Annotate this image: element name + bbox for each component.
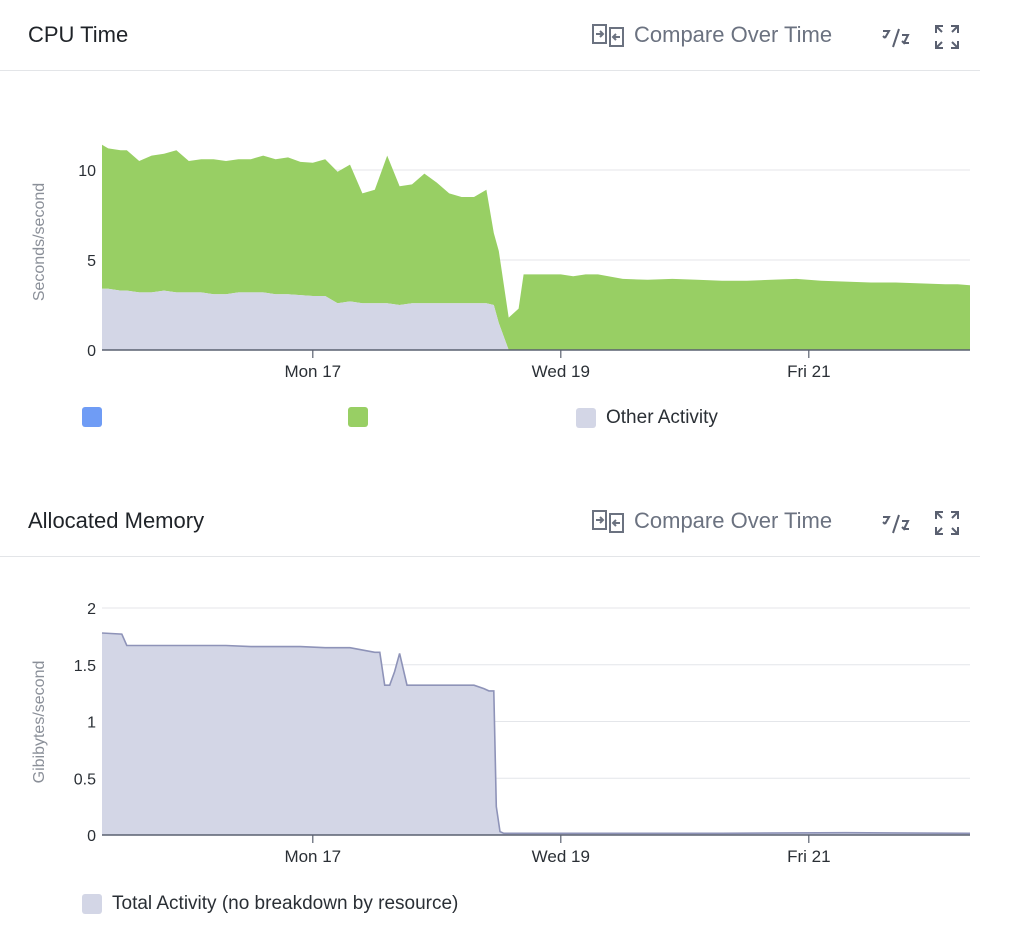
legend-swatch xyxy=(348,407,368,427)
x-tick-label: Mon 17 xyxy=(284,362,341,381)
expand-icon[interactable] xyxy=(934,24,960,50)
legend: Total Activity (no breakdown by resource… xyxy=(0,891,1024,921)
allocated-memory-chart: 0 0.5 1 1.5 2 Mon 17 Wed 19 Fri 21 Gibibytes/se… xyxy=(31,601,971,866)
x-tick-label: Mon 17 xyxy=(284,847,341,866)
legend-item[interactable]: Total Activity (no breakdown by resource… xyxy=(82,893,458,915)
legend-swatch xyxy=(576,408,596,428)
y-axis-label: Seconds/second xyxy=(31,183,48,301)
cpu-time-chart: 0 5 10 Mon 17 Wed 19 Fri 21 Seconds/second xyxy=(31,144,970,381)
area-series-unnamed xyxy=(102,144,970,350)
y-axis-label: Gibibytes/second xyxy=(31,661,48,784)
legend-item[interactable] xyxy=(82,407,112,427)
x-tick-label: Fri 21 xyxy=(787,847,830,866)
compare-over-time-label: Compare Over Time xyxy=(634,508,833,533)
panel-title: CPU Time xyxy=(28,22,129,47)
area-series-total-activity-no-breakdown-by-resource xyxy=(102,633,970,835)
x-tick-label: Wed 19 xyxy=(532,847,590,866)
y-tick-label: 0 xyxy=(87,343,96,360)
legend-label: Total Activity (no breakdown by resource… xyxy=(112,893,459,914)
y-tick-label: 2 xyxy=(87,601,96,618)
legend-item[interactable] xyxy=(348,407,378,427)
panel-header: Allocated Memory Compare Over Time xyxy=(0,486,980,557)
legend: Other Activity xyxy=(0,405,1024,435)
split-icon[interactable] xyxy=(880,512,912,536)
compare-over-time-button[interactable]: Compare Over Time xyxy=(592,22,832,48)
compare-over-time-button[interactable]: Compare Over Time xyxy=(592,508,832,534)
legend-swatch xyxy=(82,894,102,914)
y-tick-label: 1 xyxy=(87,715,96,732)
compare-icon xyxy=(592,24,624,47)
x-tick-label: Fri 21 xyxy=(787,362,830,381)
y-tick-label: 0 xyxy=(87,828,96,845)
split-icon[interactable] xyxy=(880,26,912,50)
y-tick-label: 5 xyxy=(87,253,96,270)
cpu-time-panel: CPU Time Compare Over Time 0 5 10 Mon 17 Wed… xyxy=(0,0,1024,460)
panel-header: CPU Time Compare Over Time xyxy=(0,0,980,71)
legend-swatch xyxy=(82,407,102,427)
x-tick-label: Wed 19 xyxy=(532,362,590,381)
legend-item[interactable]: Other Activity xyxy=(576,407,718,429)
allocated-memory-panel: Allocated Memory Compare Over Time 0 0.5 1… xyxy=(0,486,1024,938)
series-line xyxy=(101,632,971,835)
legend-label: Other Activity xyxy=(606,407,718,428)
y-tick-label: 0.5 xyxy=(74,771,96,788)
compare-over-time-label: Compare Over Time xyxy=(634,22,833,47)
panel-title: Allocated Memory xyxy=(28,508,205,533)
expand-icon[interactable] xyxy=(934,510,960,536)
area-series-other-activity xyxy=(102,288,970,350)
y-tick-label: 10 xyxy=(78,163,96,180)
y-tick-label: 1.5 xyxy=(74,658,96,675)
compare-icon xyxy=(592,510,624,533)
